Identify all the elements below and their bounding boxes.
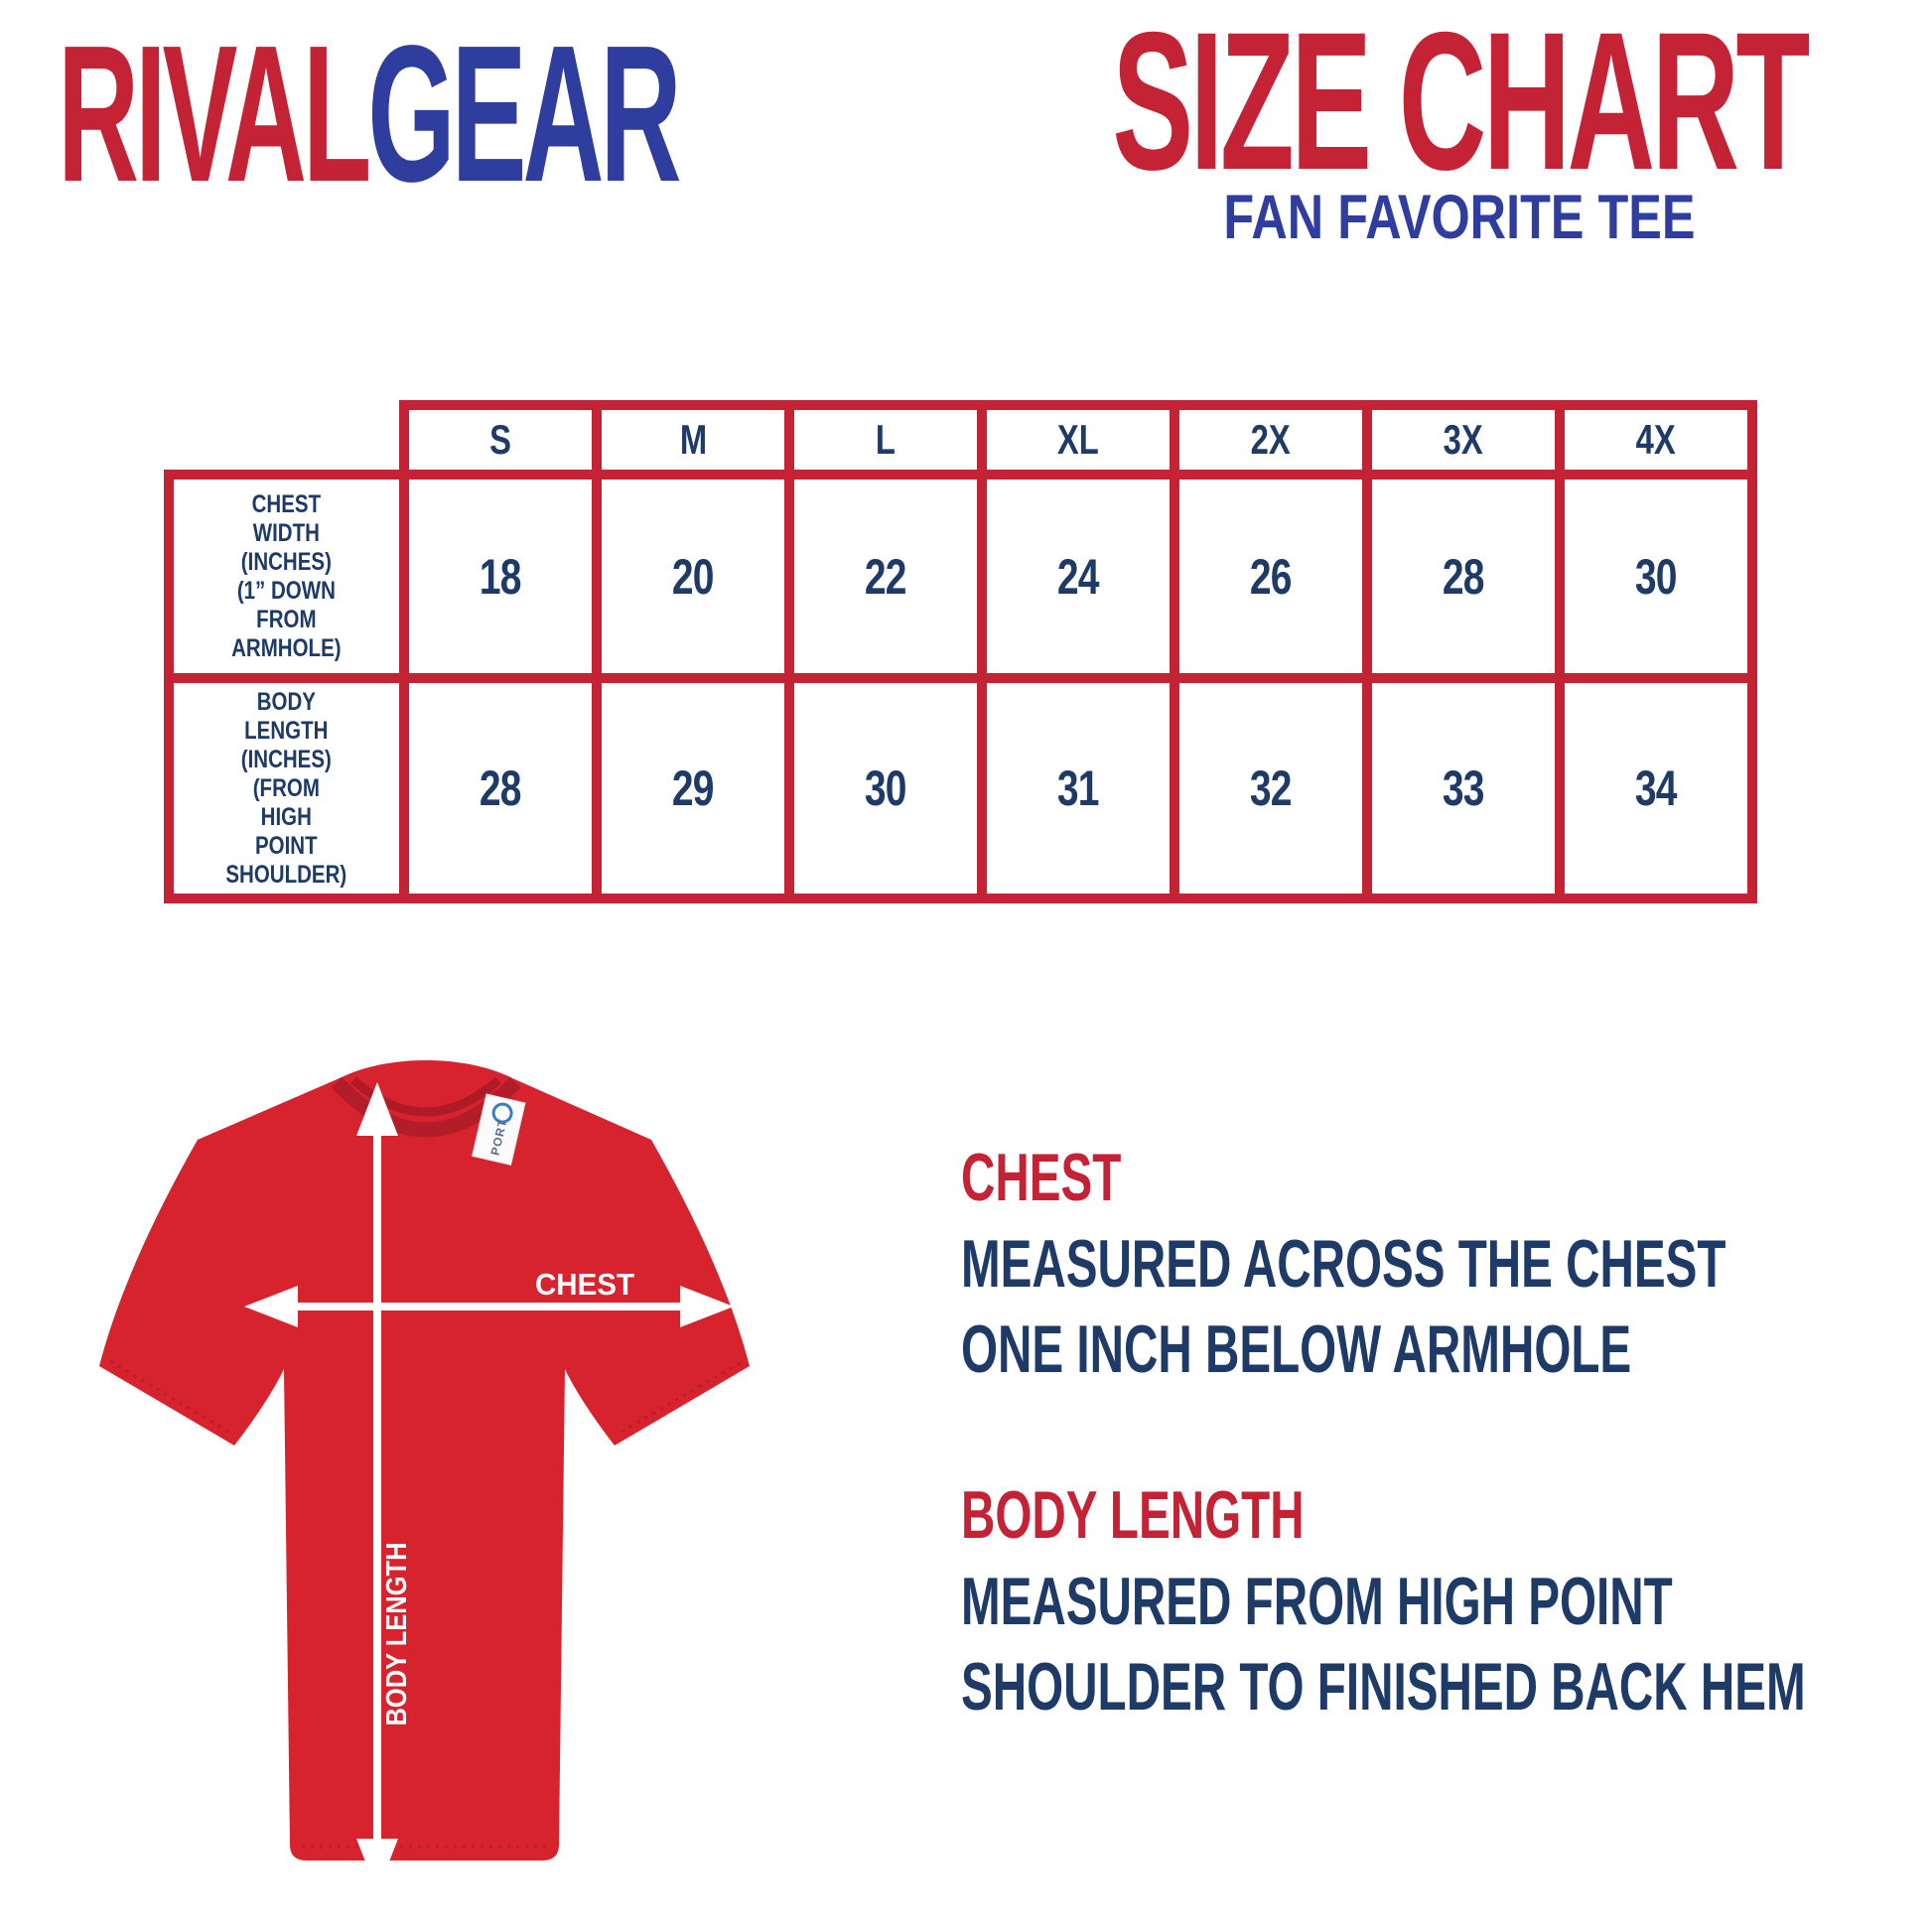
legend-body-length-line: SHOULDER TO FINISHED BACK HEM [961,1649,1806,1725]
neck-tag: PORT [472,1093,526,1166]
size-header-3x: 3X [1362,400,1565,480]
chest-width-value: 26 [1170,470,1372,683]
chest-width-value: 24 [977,470,1179,683]
legend-chest-heading: CHEST [961,1140,1122,1215]
left-sleeve-stitch [104,1356,229,1434]
legend-chest-line: ONE INCH BELOW ARMHOLE [961,1311,1632,1387]
size-header-row: S M L XL 2X 3X 4X [169,400,1757,480]
body-length-value: 29 [592,673,794,903]
tshirt-diagram: PORT CHEST BODY LENGTH [83,1038,778,1917]
body-length-value: 30 [784,673,987,903]
chest-width-value: 18 [399,470,602,683]
body-length-value: 31 [977,673,1179,903]
arrow-left-head [244,1286,298,1327]
chest-arrow [244,1286,734,1327]
arrow-up-head [356,1082,398,1136]
tshirt-body [99,1060,750,1861]
row-label-body-length: BODY LENGTH (INCHES) (FROM HIGH POINT SH… [164,673,409,903]
brand-name-rival: RIVAL [58,5,371,222]
tag-logo-icon [491,1102,513,1124]
page-subtitle: FAN FAVORITE TEE [1223,183,1696,252]
size-table: S M L XL 2X 3X 4X CHEST WIDTH (INCHES) (… [164,400,1757,903]
legend-body-length-line: MEASURED FROM HIGH POINT [961,1564,1673,1639]
page-title: SIZE CHART [1112,0,1810,210]
legend-chest-line: MEASURED ACROSS THE CHEST [961,1226,1726,1302]
body-length-value: 28 [399,673,602,903]
size-header-l: L [784,400,987,480]
brand-logo: RIVALGEAR [58,17,1127,211]
table-corner-blank [169,405,404,475]
size-header-s: S [399,400,602,480]
size-header-xl: XL [977,400,1179,480]
measurement-legend: CHEST MEASURED ACROSS THE CHEST ONE INCH… [961,1134,1932,1729]
size-header-m: M [592,400,794,480]
chest-width-value: 22 [784,470,987,683]
title-block: SIZE CHART FAN FAVORITE TEE [1013,0,1906,253]
body-length-arrow [356,1082,398,1892]
row-label-chest-width: CHEST WIDTH (INCHES) (1” DOWN FROM ARMHO… [164,470,409,683]
size-header-4x: 4X [1555,400,1757,480]
body-length-value: 32 [1170,673,1372,903]
legend-body-length-heading: BODY LENGTH [961,1477,1305,1553]
arrow-down-head [356,1839,398,1892]
chest-width-value: 20 [592,470,794,683]
body-length-arrow-label: BODY LENGTH [381,1543,413,1726]
arrow-right-head [680,1286,734,1327]
tshirt-graphic: PORT CHEST BODY LENGTH [99,1060,750,1892]
size-header-2x: 2X [1170,400,1372,480]
chest-width-row: CHEST WIDTH (INCHES) (1” DOWN FROM ARMHO… [164,470,1757,683]
body-length-value: 33 [1362,673,1565,903]
body-length-row: BODY LENGTH (INCHES) (FROM HIGH POINT SH… [164,673,1757,903]
brand-name-gear: GEAR [367,5,681,222]
chest-arrow-label: CHEST [535,1267,634,1302]
legend-gap [961,1392,1932,1471]
body-length-value: 34 [1555,673,1757,903]
chest-width-value: 28 [1362,470,1565,683]
chest-width-value: 30 [1555,470,1757,683]
collar-shadow [350,1076,501,1117]
